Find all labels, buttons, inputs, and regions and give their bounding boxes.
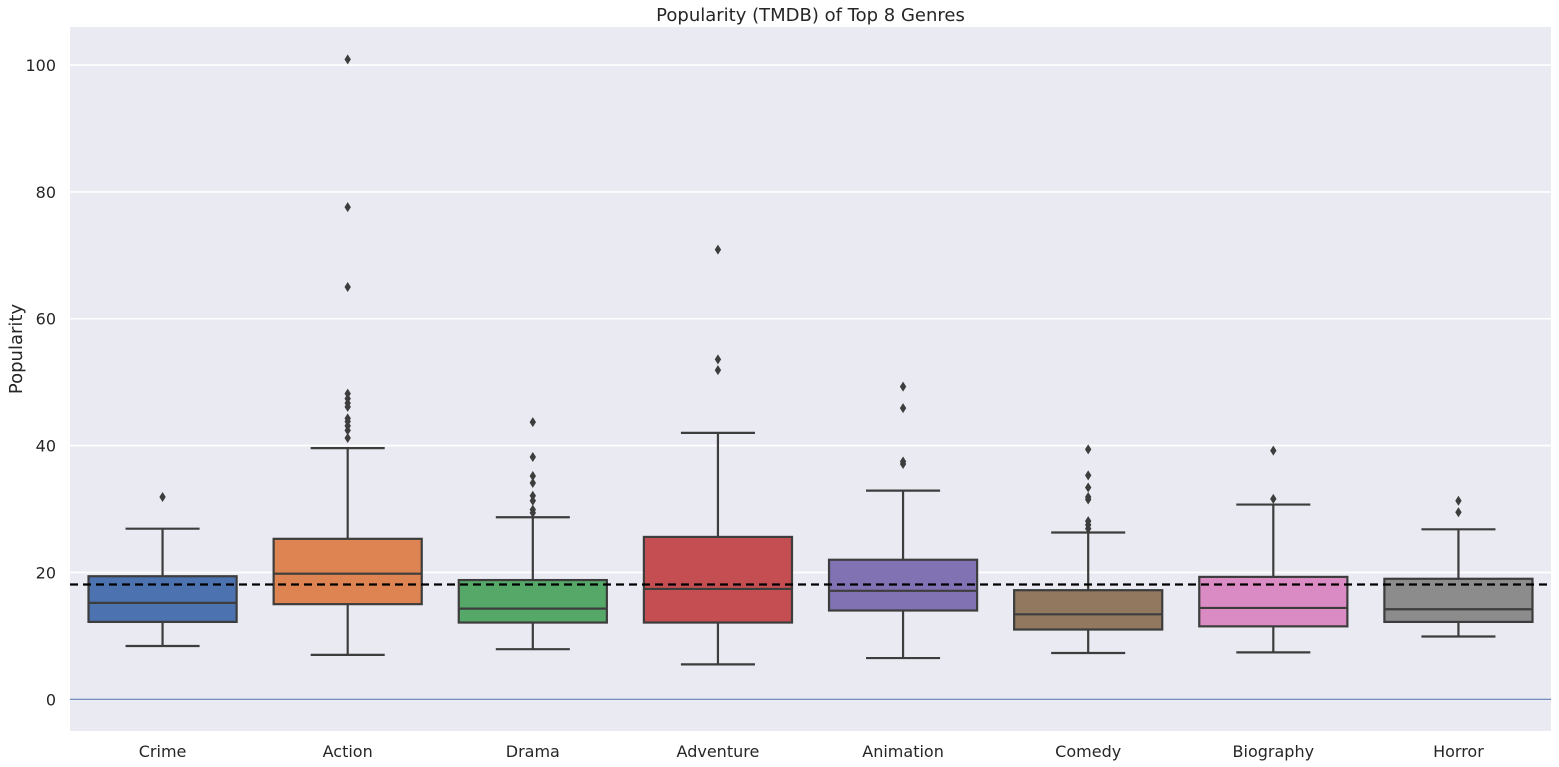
box-group-adventure xyxy=(642,244,794,666)
box-group-crime xyxy=(87,491,238,648)
outlier-point xyxy=(344,54,351,65)
iqr-box xyxy=(1013,589,1164,631)
outlier-point xyxy=(899,456,907,467)
outlier-point xyxy=(1084,491,1092,502)
outlier-point xyxy=(344,282,351,293)
x-tick-label: Adventure xyxy=(677,742,760,761)
outlier-point xyxy=(1084,516,1092,527)
iqr-box xyxy=(457,578,608,624)
outlier-point xyxy=(529,452,537,463)
outlier-point xyxy=(529,490,537,501)
outlier-point xyxy=(344,393,351,404)
x-tick-label: Action xyxy=(323,742,373,761)
outlier-point xyxy=(1084,482,1092,493)
box-group-drama xyxy=(457,417,608,651)
outlier-point xyxy=(714,244,722,255)
y-tick-label: 20 xyxy=(36,563,56,582)
outlier-point xyxy=(714,365,722,376)
x-tick-labels: Crime Action Drama Adventure Animation Comedy… xyxy=(139,742,1484,761)
outlier-point xyxy=(1455,495,1462,506)
outlier-point xyxy=(529,417,537,428)
box-series xyxy=(87,54,1534,666)
outlier-point xyxy=(529,471,537,482)
x-tick-label: Horror xyxy=(1433,742,1484,761)
iqr-box xyxy=(272,537,423,606)
y-tick-label: 60 xyxy=(36,310,56,329)
outlier-point xyxy=(899,403,907,414)
y-tick-labels: 0 20 40 60 80 100 xyxy=(25,56,56,709)
iqr-box xyxy=(87,575,238,624)
outlier-point xyxy=(714,354,722,365)
box-group-horror xyxy=(1383,495,1534,638)
y-tick-label: 100 xyxy=(25,56,56,75)
outlier-point xyxy=(1084,444,1092,455)
y-tick-label: 40 xyxy=(36,437,56,456)
x-tick-label: Comedy xyxy=(1055,742,1121,761)
x-tick-label: Crime xyxy=(139,742,187,761)
outlier-point xyxy=(344,388,351,399)
box-group-comedy xyxy=(1013,444,1164,655)
x-tick-label: Drama xyxy=(506,742,560,761)
x-tick-label: Animation xyxy=(862,742,944,761)
outlier-point xyxy=(529,495,537,506)
y-axis-title: Popularity xyxy=(6,304,27,395)
outlier-point xyxy=(529,478,537,489)
x-tick-label: Biography xyxy=(1233,742,1315,761)
box-group-action xyxy=(272,54,423,656)
outlier-point xyxy=(899,381,907,392)
outlier-point xyxy=(344,413,351,424)
outlier-point xyxy=(344,202,351,213)
outlier-point xyxy=(1270,493,1277,504)
iqr-box xyxy=(1383,577,1534,624)
outlier-point xyxy=(529,504,537,515)
outlier-point xyxy=(1270,445,1277,456)
iqr-box xyxy=(642,535,794,624)
outlier-point xyxy=(344,432,351,443)
outlier-point xyxy=(159,491,166,502)
outlier-point xyxy=(1084,470,1092,481)
y-tick-label: 80 xyxy=(36,183,56,202)
y-tick-label: 0 xyxy=(46,690,56,709)
chart-title: Popularity (TMDB) of Top 8 Genres xyxy=(656,5,965,26)
outlier-point xyxy=(1455,507,1462,518)
